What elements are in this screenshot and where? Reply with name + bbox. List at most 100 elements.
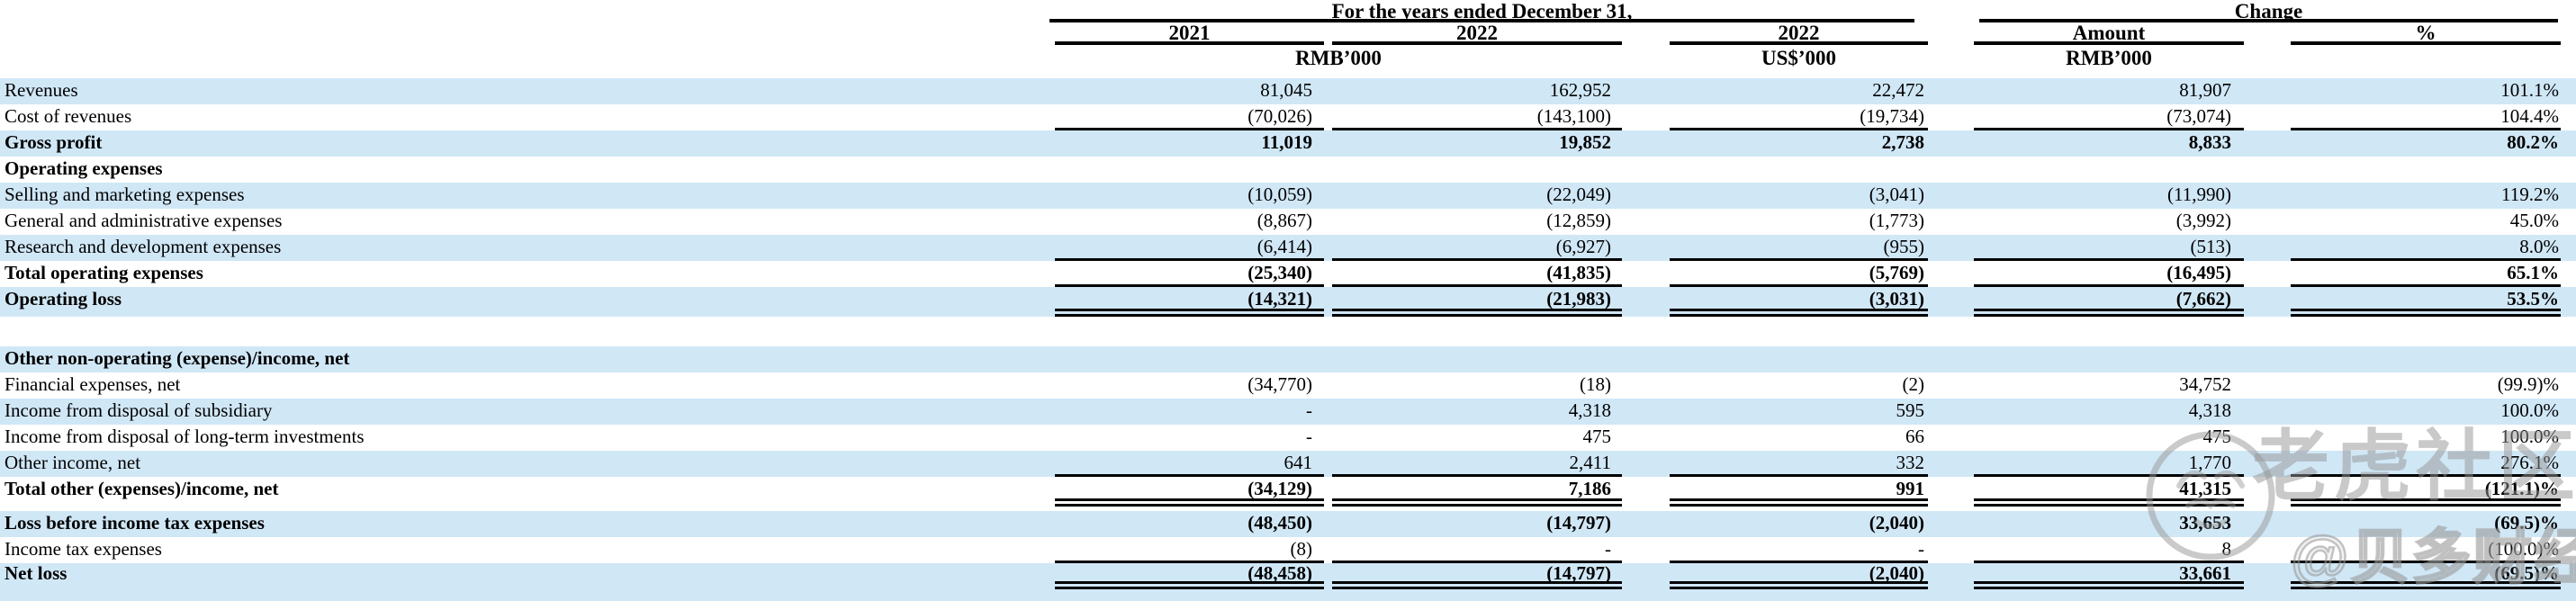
value-2022-rmb: (6,927) (1332, 235, 1622, 261)
table-row-net-loss: Net loss (48,458) (14,797) (2,040) 33,66… (0, 563, 2576, 589)
value-change-pct: (100.0)% (2291, 537, 2561, 563)
row-label: Revenues (5, 79, 78, 101)
row-label: Operating loss (5, 288, 122, 309)
value-change-amount: (73,074) (1974, 104, 2244, 130)
value-2021: (8) (1055, 537, 1324, 563)
value-change-amount: (16,495) (1974, 261, 2244, 287)
row-label: Income tax expenses (5, 538, 162, 560)
value-2022-usd: 332 (1670, 451, 1928, 477)
value-2021: (25,340) (1055, 261, 1324, 287)
value-2021: - (1306, 399, 1312, 421)
value-2022-rmb: (41,835) (1332, 261, 1622, 287)
value-2022-usd: (2) (1902, 373, 1925, 395)
value-2021 (1055, 346, 1324, 372)
value-2022-usd: 595 (1896, 399, 1925, 421)
value-change-pct (2291, 346, 2561, 372)
value-2021: - (1306, 426, 1312, 447)
row-label: Cost of revenues (5, 105, 132, 127)
value-2022-usd: 2,738 (1881, 131, 1924, 153)
value-change-pct: 100.0% (2500, 399, 2559, 421)
row-label: Total other (expenses)/income, net (5, 478, 279, 499)
value-change-pct: 100.0% (2500, 426, 2559, 447)
value-2022-rmb: (18) (1580, 373, 1611, 395)
row-label: Other non-operating (expense)/income, ne… (5, 347, 350, 369)
value-2021: (8,867) (1256, 210, 1312, 231)
value-2021: 641 (1055, 451, 1324, 477)
value-change-amount: 34,752 (2179, 373, 2231, 395)
value-2022-usd: 66 (1905, 426, 1924, 447)
value-change-pct (2291, 157, 2561, 183)
value-change-pct: 119.2% (2501, 184, 2559, 205)
value-2022-rmb: (143,100) (1332, 104, 1622, 130)
row-label: Income from disposal of subsidiary (5, 399, 273, 421)
value-change-amount: 1,770 (1974, 451, 2244, 477)
value-2022-usd: (3,041) (1869, 184, 1924, 205)
value-2021: (34,129) (1055, 477, 1324, 507)
value-2022-usd: 991 (1670, 477, 1928, 507)
value-2022-rmb: 4,318 (1568, 399, 1611, 421)
table-row-disposal-longterm-investments: Income from disposal of long-term invest… (0, 425, 2576, 451)
row-label: Operating expenses (5, 157, 163, 179)
value-change-amount: (11,990) (2167, 184, 2231, 205)
value-2021: (48,450) (1247, 512, 1312, 534)
row-label: Gross profit (5, 131, 103, 153)
table-row-total-operating-expenses: Total operating expenses (25,340) (41,83… (0, 261, 2576, 287)
value-2022-usd: (2,040) (1670, 563, 1928, 589)
value-change-pct: (99.9)% (2497, 373, 2559, 395)
row-label: Total operating expenses (5, 262, 203, 283)
table-row-gross-profit: Gross profit 11,019 19,852 2,738 8,833 8… (0, 130, 2576, 157)
row-label: Selling and marketing expenses (5, 184, 245, 205)
col-header-pct: % (2415, 22, 2436, 44)
value-change-pct: 45.0% (2509, 210, 2559, 231)
value-change-amount: 475 (2202, 426, 2232, 447)
col-rule-2021 (1055, 41, 1324, 45)
value-2022-usd: (955) (1670, 235, 1928, 261)
table-row-financial-expenses: Financial expenses, net (34,770) (18) (2… (0, 372, 2576, 399)
row-label: Net loss (5, 562, 68, 584)
table-row-loss-before-tax: Loss before income tax expenses (48,450)… (0, 511, 2576, 537)
value-change-pct: 65.1% (2291, 261, 2561, 287)
value-change-pct: 101.1% (2500, 79, 2559, 101)
value-2022-rmb: (21,983) (1332, 287, 1622, 317)
value-2021: 81,045 (1260, 79, 1312, 101)
value-2022-rmb: 7,186 (1332, 477, 1622, 507)
value-2021: (34,770) (1247, 373, 1312, 395)
table-row-other-income: Other income, net 641 2,411 332 1,770 27… (0, 451, 2576, 477)
col-rule-pct (2291, 41, 2561, 45)
value-2022-usd: (2,040) (1869, 512, 1924, 534)
col-header-amount: Amount (2072, 22, 2146, 44)
spacer-row (0, 589, 2576, 601)
col-header-2022-rmb: 2022 (1456, 22, 1498, 44)
row-label: Loss before income tax expenses (5, 512, 265, 534)
row-label: Other income, net (5, 452, 141, 473)
value-2021: (10,059) (1247, 184, 1312, 205)
value-2022-usd: 22,472 (1872, 79, 1924, 101)
value-2021: (70,026) (1055, 104, 1324, 130)
table-row-disposal-subsidiary: Income from disposal of subsidiary - 4,3… (0, 399, 2576, 425)
value-change-amount: 33,661 (1974, 563, 2244, 589)
value-change-pct: 80.2% (2507, 131, 2559, 153)
value-2022-rmb: 19,852 (1559, 131, 1611, 153)
value-change-amount (1974, 157, 2244, 183)
row-label: Research and development expenses (5, 236, 282, 257)
period-group-title: For the years ended December 31, (1331, 0, 1633, 22)
value-change-amount: 81,907 (2179, 79, 2231, 101)
col-rule-amount (1974, 41, 2244, 45)
unit-label-rmb: RMB’000 (1295, 47, 1382, 69)
value-2022-rmb: (14,797) (1332, 563, 1622, 589)
table-body: Revenues 81,045 162,952 22,472 81,907 10… (0, 78, 2576, 601)
value-change-pct: 104.4% (2291, 104, 2561, 130)
value-2022-usd: (19,734) (1670, 104, 1928, 130)
value-2022-usd: - (1670, 537, 1928, 563)
value-change-amount: (7,662) (1974, 287, 2244, 317)
value-change-pct: (69.5)% (2494, 512, 2559, 534)
change-group-title: Change (2234, 0, 2303, 22)
row-label: General and administrative expenses (5, 210, 283, 231)
table-row-total-other: Total other (expenses)/income, net (34,1… (0, 477, 2576, 507)
value-change-amount: 4,318 (2188, 399, 2231, 421)
value-2022-rmb: (12,859) (1546, 210, 1611, 231)
table-row-selling-marketing: Selling and marketing expenses (10,059) … (0, 183, 2576, 209)
value-change-pct: 276.1% (2291, 451, 2561, 477)
change-group-rule (1979, 19, 2558, 22)
